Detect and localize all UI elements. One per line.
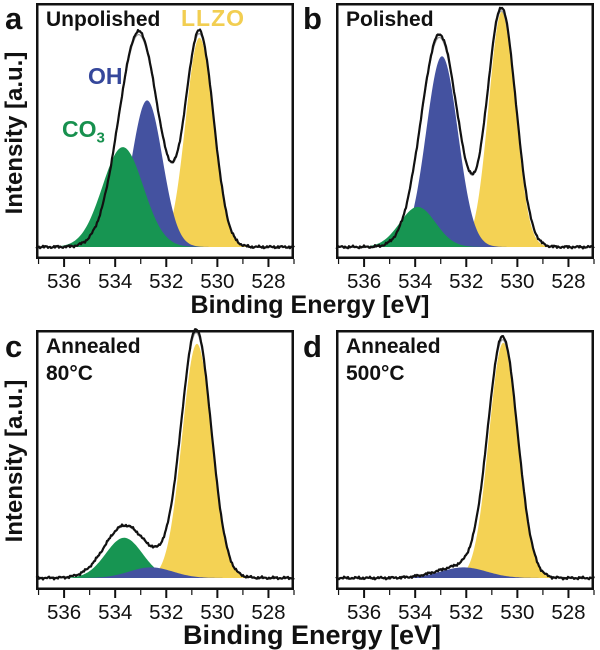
peak-label-llzo: LLZO — [181, 5, 246, 31]
svg-text:532: 532 — [149, 601, 183, 624]
xps-spectrum-annealed-80: 536 534 532 530 528 — [35, 328, 295, 624]
svg-text:528: 528 — [251, 601, 285, 624]
y-axis-label-row1: Intensity [a.u.] — [1, 51, 28, 215]
svg-text:530: 530 — [200, 601, 234, 624]
svg-text:536: 536 — [347, 270, 381, 293]
peak-label-co3-subscript: 3 — [96, 129, 105, 147]
panel-a-unpolished: 536 534 532 530 528 Unpolished LLZO OH CO3 — [35, 3, 295, 293]
panel-title-unpolished: Unpolished — [46, 8, 161, 31]
y-axis-label-row2: Intensity [a.u.] — [1, 379, 28, 543]
x-axis-label-row1: Binding Energy [eV] — [190, 291, 430, 319]
svg-text:532: 532 — [149, 270, 183, 293]
svg-text:534: 534 — [98, 270, 132, 293]
xps-spectrum-unpolished: 536 534 532 530 528 — [35, 3, 295, 293]
panel-title-polished: Polished — [346, 8, 434, 31]
svg-text:530: 530 — [200, 270, 234, 293]
peak-label-co3-base: CO — [62, 116, 97, 142]
panel-letter-d: d — [303, 329, 322, 364]
peak-label-oh: OH — [88, 63, 123, 89]
panel-title-annealed-80: Annealed 80°C — [46, 335, 141, 385]
xps-spectrum-polished: 536 534 532 530 528 — [335, 3, 595, 293]
svg-text:534: 534 — [98, 601, 132, 624]
x-axis-label-row2: Binding Energy [eV] — [182, 620, 442, 650]
panel-b-polished: 536 534 532 530 528 Polished — [335, 3, 595, 293]
xps-spectrum-annealed-500: 536 534 532 530 528 — [335, 330, 595, 624]
svg-text:528: 528 — [551, 601, 585, 624]
svg-text:536: 536 — [347, 601, 381, 624]
peak-label-co3: CO3 — [62, 116, 105, 146]
panel-letter-c: c — [5, 329, 23, 364]
svg-text:532: 532 — [449, 270, 483, 293]
svg-text:528: 528 — [251, 270, 285, 293]
panel-letter-b: b — [303, 1, 322, 36]
panel-d-annealed-500: 536 534 532 530 528 Annealed 500°C — [335, 330, 595, 624]
svg-text:528: 528 — [551, 270, 585, 293]
panel-title-annealed-500: Annealed 500°C — [346, 335, 441, 385]
svg-text:530: 530 — [500, 601, 534, 624]
svg-text:536: 536 — [47, 601, 81, 624]
svg-text:534: 534 — [398, 601, 432, 624]
svg-text:530: 530 — [500, 270, 534, 293]
panel-letter-a: a — [5, 1, 23, 36]
svg-text:532: 532 — [449, 601, 483, 624]
svg-text:534: 534 — [398, 270, 432, 293]
panel-c-annealed-80: 536 534 532 530 528 Annealed 80°C — [35, 328, 295, 624]
svg-text:536: 536 — [47, 270, 81, 293]
